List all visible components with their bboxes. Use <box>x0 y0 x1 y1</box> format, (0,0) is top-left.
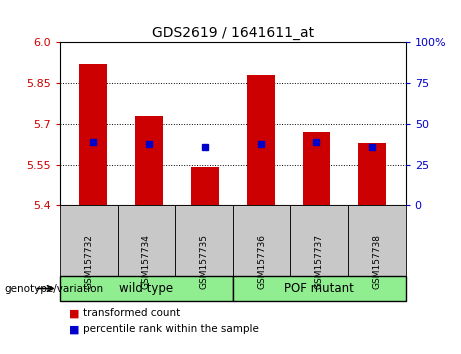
Bar <box>302 132 331 205</box>
Text: GSM157737: GSM157737 <box>315 234 324 289</box>
Bar <box>79 64 107 205</box>
Bar <box>191 167 219 205</box>
Bar <box>358 143 386 205</box>
Text: ■: ■ <box>69 324 80 334</box>
Title: GDS2619 / 1641611_at: GDS2619 / 1641611_at <box>152 26 314 40</box>
Bar <box>247 75 275 205</box>
Text: genotype/variation: genotype/variation <box>5 284 104 293</box>
Text: ■: ■ <box>69 308 80 318</box>
Text: POF mutant: POF mutant <box>284 282 354 295</box>
Bar <box>135 116 163 205</box>
Text: GSM157732: GSM157732 <box>84 234 93 289</box>
Text: GSM157738: GSM157738 <box>372 234 381 289</box>
Text: transformed count: transformed count <box>83 308 180 318</box>
Text: GSM157736: GSM157736 <box>257 234 266 289</box>
Text: GSM157734: GSM157734 <box>142 234 151 289</box>
Text: GSM157735: GSM157735 <box>200 234 208 289</box>
Text: wild type: wild type <box>119 282 173 295</box>
Text: percentile rank within the sample: percentile rank within the sample <box>83 324 259 334</box>
